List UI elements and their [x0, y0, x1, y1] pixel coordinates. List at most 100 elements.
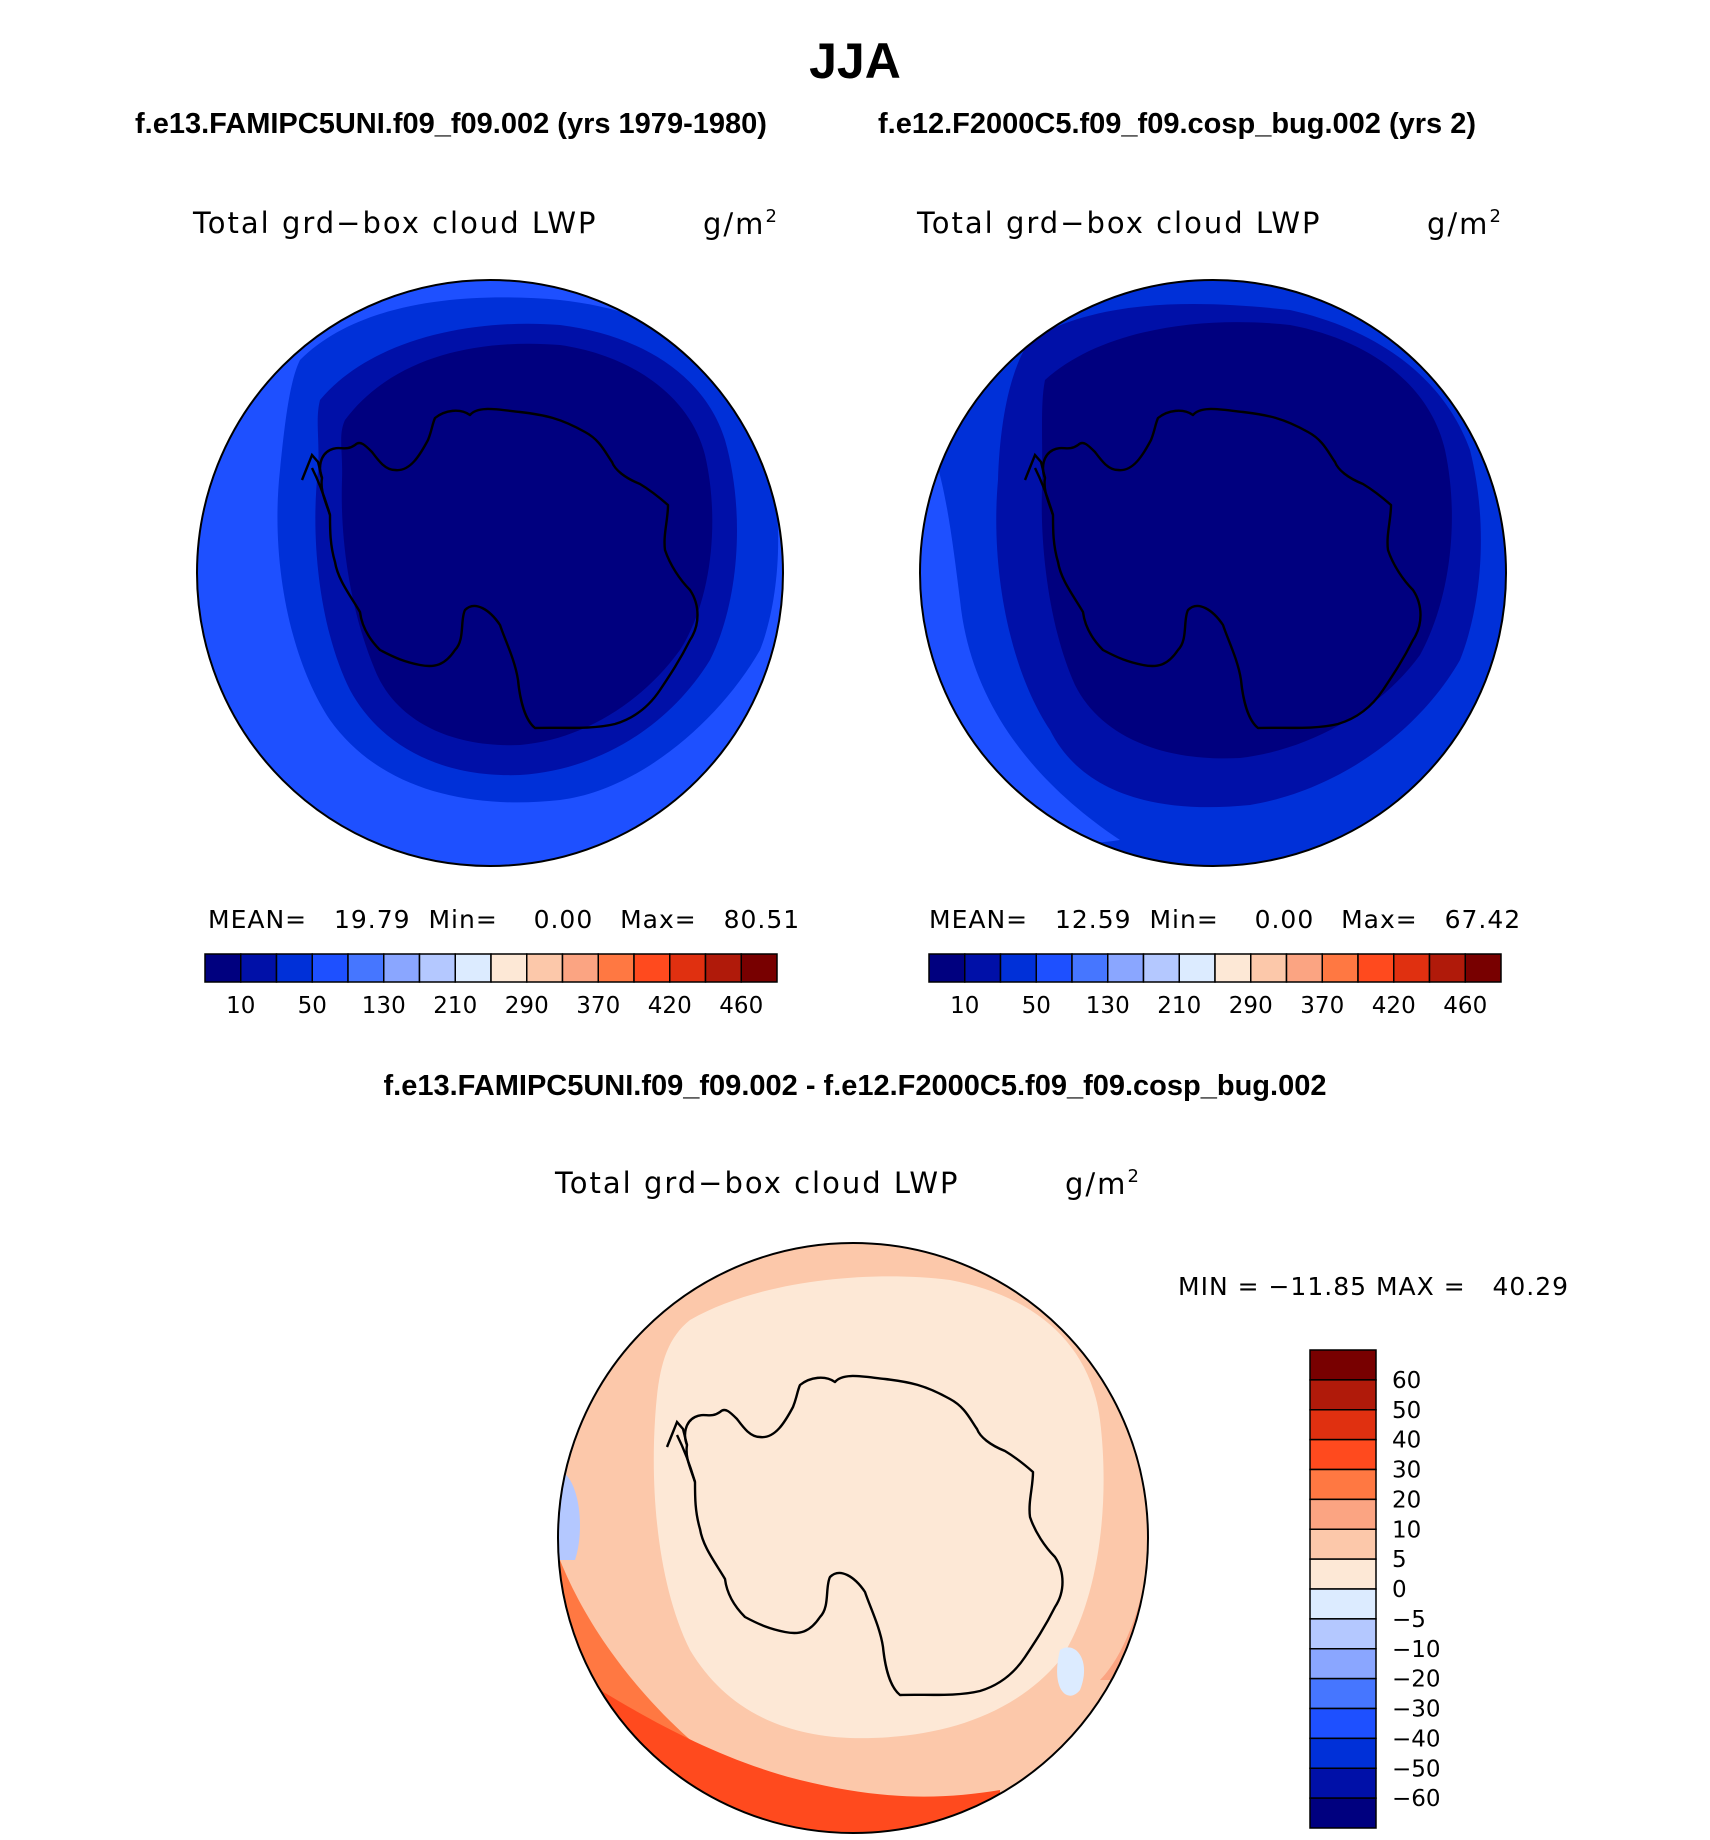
panel2-units: g/m2 — [1427, 206, 1503, 241]
panel2-colorbar-tick-label: 370 — [1300, 993, 1344, 1019]
panel1-colorbar-cell — [454, 953, 492, 983]
panel1-variable-label: Total grd−box cloud LWP — [193, 206, 598, 240]
figure-title: JJA — [809, 33, 901, 89]
panel3-map — [558, 1243, 1148, 1833]
panel3-colorbar-tick-label: 30 — [1392, 1458, 1421, 1484]
panel3-colorbar-cell — [1309, 1618, 1377, 1650]
panel3-peninsula — [665, 1419, 697, 1483]
panel2-colorbar-cell — [1142, 953, 1180, 983]
panel1-colorbar-cell — [275, 953, 313, 983]
panel1-peninsula — [300, 452, 332, 516]
panel3-colorbar-cell — [1309, 1349, 1377, 1381]
panel2-min-value: 0.00 — [1254, 905, 1315, 934]
panel1-colorbar-cell — [347, 953, 385, 983]
panel2-min-label: Min= — [1149, 905, 1219, 934]
panel1-colorbar-tick-label: 210 — [433, 993, 477, 1019]
panel2-colorbar-cell — [928, 953, 966, 983]
panel3-colorbar-tick-label: 5 — [1392, 1547, 1407, 1573]
panel1-mean-label: MEAN= — [208, 905, 308, 934]
panel3-colorbar-cell — [1309, 1797, 1377, 1829]
panel2-stats: MEAN= 12.59 Min= 0.00 Max= 67.42 — [929, 905, 1521, 934]
panel3-colorbar-cell — [1309, 1648, 1377, 1680]
panel3-colorbar-tick-label: 10 — [1392, 1517, 1421, 1543]
panel3-colorbar-cell — [1309, 1438, 1377, 1471]
panel3-region-near-zero — [653, 1276, 1104, 1739]
panel1-mean-value: 19.79 — [333, 905, 411, 934]
panel2-colorbar-cell — [999, 953, 1037, 983]
panel1-colorbar-cell — [669, 953, 707, 983]
panel1-colorbar-cell — [526, 953, 564, 983]
panel2-colorbar-cell — [1321, 953, 1359, 983]
panel1-colorbar-tick-label: 460 — [719, 993, 763, 1019]
panel2-colorbar: 10 50 130 210 290 370 420 460 — [928, 953, 1502, 1019]
panel3-variable-label: Total grd−box cloud LWP — [555, 1166, 960, 1200]
panel2-colorbar-tick-label: 10 — [950, 993, 979, 1019]
panel2-colorbar-cell — [1107, 953, 1145, 983]
panel1-colorbar-cell — [490, 953, 528, 983]
panel3-colorbar-tick-label: −50 — [1392, 1756, 1441, 1782]
panel1-colorbar-tick-label: 290 — [505, 993, 549, 1019]
panel1-region-core — [341, 343, 713, 746]
panel1-colorbar-tick-label: 10 — [226, 993, 255, 1019]
panel1-colorbar-cell — [740, 953, 778, 983]
panel2-antarctica-coastline — [1041, 407, 1422, 730]
panel2-colorbar-tick-label: 420 — [1372, 993, 1416, 1019]
panel2-colorbar-cell — [1214, 953, 1252, 983]
panel2-mean-value: 12.59 — [1054, 905, 1132, 934]
panel1-colorbar-cell — [418, 953, 456, 983]
panel3-colorbar-tick-label: −60 — [1392, 1786, 1441, 1812]
panel3-colorbar-cell — [1309, 1558, 1377, 1590]
panel3-colorbar-cell — [1309, 1528, 1377, 1560]
panel1-stats: MEAN= 19.79 Min= 0.00 Max= 80.51 — [208, 905, 800, 934]
panel1-min-value: 0.00 — [533, 905, 594, 934]
panel2-colorbar-cell — [964, 953, 1002, 983]
panel2-colorbar-tick-label: 290 — [1229, 993, 1273, 1019]
panel1-colorbar-cell — [704, 953, 742, 983]
panel3-colorbar-tick-label: 50 — [1392, 1398, 1421, 1424]
panel1-colorbar-tick-label: 130 — [362, 993, 406, 1019]
panel1-units: g/m2 — [703, 206, 779, 241]
panel2-map — [920, 280, 1506, 866]
panel1-colorbar-tick-label: 370 — [576, 993, 620, 1019]
panel1-colorbar-cell — [204, 953, 242, 983]
panel2-colorbar-tick-label: 460 — [1443, 993, 1487, 1019]
panel2-colorbar-tick-label: 130 — [1086, 993, 1130, 1019]
panel2-colorbar-cell — [1428, 953, 1466, 983]
panel3-colorbar-tick-label: −40 — [1392, 1726, 1441, 1752]
panel3-colorbar-tick-label: −10 — [1392, 1637, 1441, 1663]
panel3-antarctica-coastline — [683, 1374, 1064, 1697]
panel3-region-negative-east — [1057, 1647, 1085, 1696]
panel2-colorbar-cell — [1250, 953, 1288, 983]
panel3-colorbar-tick-label: 0 — [1392, 1577, 1407, 1603]
case2-title: f.e12.F2000C5.f09_f09.cosp_bug.002 (yrs … — [878, 108, 1477, 140]
panel2-max-value: 67.42 — [1444, 905, 1522, 934]
panel2-colorbar-cell — [1178, 953, 1216, 983]
panel3-colorbar-cell — [1309, 1737, 1377, 1769]
panel1-colorbar: 10 50 130 210 290 370 420 460 — [204, 953, 778, 1019]
panel2-colorbar-cell — [1035, 953, 1073, 983]
panel3-colorbar-cell — [1309, 1707, 1377, 1740]
panel1-map — [197, 280, 783, 866]
panel1-colorbar-cell — [311, 953, 349, 983]
panel2-mean-label: MEAN= — [929, 905, 1029, 934]
panel3-colorbar-cell — [1309, 1468, 1377, 1501]
panel2-colorbar-cell — [1393, 953, 1431, 983]
panel1-max-value: 80.51 — [723, 905, 801, 934]
panel1-min-label: Min= — [428, 905, 498, 934]
panel3-region-negative-west — [558, 1470, 580, 1560]
panel2-region-core — [1041, 322, 1452, 759]
difference-title: f.e13.FAMIPC5UNI.f09_f09.002 - f.e12.F20… — [383, 1070, 1327, 1102]
panel3-colorbar-tick-label: −30 — [1392, 1697, 1441, 1723]
panel2-map-border — [919, 279, 1507, 867]
case1-title: f.e13.FAMIPC5UNI.f09_f09.002 (yrs 1979-1… — [135, 108, 767, 140]
panel2-colorbar-cell — [1285, 953, 1323, 983]
panel1-colorbar-cell — [597, 953, 635, 983]
panel3-map-border — [557, 1242, 1149, 1834]
panel3-colorbar-cell — [1309, 1767, 1377, 1799]
panel1-map-border — [196, 279, 784, 867]
panel3-colorbar-tick-label: −5 — [1392, 1607, 1426, 1633]
panel3-colorbar-tick-label: 20 — [1392, 1487, 1421, 1513]
panel2-colorbar-cell — [1071, 953, 1109, 983]
panel1-antarctica-coastline — [318, 407, 699, 730]
